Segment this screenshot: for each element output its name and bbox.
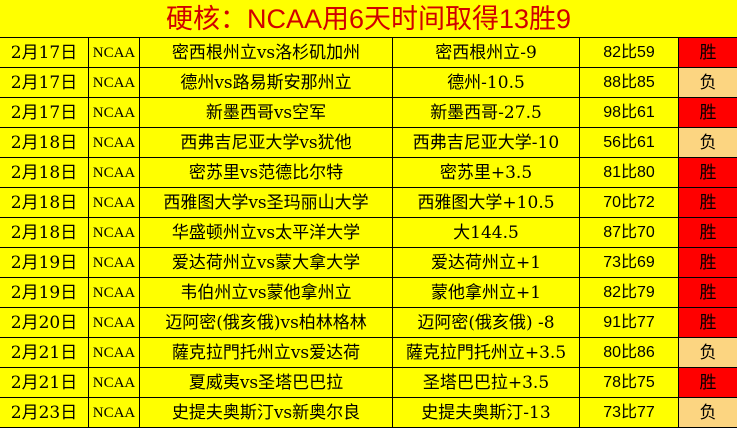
league-cell[interactable]: NCAA — [89, 308, 140, 337]
result-cell[interactable]: 胜 — [679, 218, 737, 247]
match-cell[interactable]: 爱达荷州立vs蒙大拿大学 — [140, 248, 393, 277]
score-cell[interactable]: 91比77 — [580, 308, 679, 337]
date-cell[interactable]: 2月17日 — [0, 98, 89, 127]
date-cell[interactable]: 2月17日 — [0, 38, 89, 67]
score-cell[interactable]: 82比59 — [580, 38, 679, 67]
score-cell[interactable]: 73比77 — [580, 398, 679, 427]
table-row: 2月18日 NCAA 西雅图大学vs圣玛丽山大学 西雅图大学+10.5 70比72 胜 — [0, 188, 737, 218]
league-cell[interactable]: NCAA — [89, 188, 140, 217]
league-cell[interactable]: NCAA — [89, 218, 140, 247]
result-cell[interactable]: 胜 — [679, 188, 737, 217]
table-row: 2月18日 NCAA 华盛顿州立vs太平洋大学 大144.5 87比70 胜 — [0, 218, 737, 248]
date-cell[interactable]: 2月23日 — [0, 398, 89, 427]
match-cell[interactable]: 韦伯州立vs蒙他拿州立 — [140, 278, 393, 307]
pick-cell[interactable]: 迈阿密(俄亥俄) -8 — [393, 308, 580, 337]
pick-cell[interactable]: 蒙他拿州立+1 — [393, 278, 580, 307]
table-row: 2月19日 NCAA 爱达荷州立vs蒙大拿大学 爱达荷州立+1 73比69 胜 — [0, 248, 737, 278]
result-cell[interactable]: 胜 — [679, 98, 737, 127]
table-row: 2月17日 NCAA 密西根州立vs洛杉矶加州 密西根州立-9 82比59 胜 — [0, 38, 737, 68]
pick-cell[interactable]: 爱达荷州立+1 — [393, 248, 580, 277]
date-cell[interactable]: 2月18日 — [0, 218, 89, 247]
table-row: 2月20日 NCAA 迈阿密(俄亥俄)vs柏林格林 迈阿密(俄亥俄) -8 91比77 胜 — [0, 308, 737, 338]
score-cell[interactable]: 80比86 — [580, 338, 679, 367]
results-table: 2月17日 NCAA 密西根州立vs洛杉矶加州 密西根州立-9 82比59 胜 2月17日 N… — [0, 38, 737, 428]
match-cell[interactable]: 密西根州立vs洛杉矶加州 — [140, 38, 393, 67]
match-cell[interactable]: 迈阿密(俄亥俄)vs柏林格林 — [140, 308, 393, 337]
match-cell[interactable]: 夏威夷vs圣塔巴巴拉 — [140, 368, 393, 397]
pick-cell[interactable]: 圣塔巴巴拉+3.5 — [393, 368, 580, 397]
match-cell[interactable]: 密苏里vs范德比尔特 — [140, 158, 393, 187]
pick-cell[interactable]: 薩克拉門托州立+3.5 — [393, 338, 580, 367]
result-cell[interactable]: 胜 — [679, 368, 737, 397]
table-row: 2月18日 NCAA 西弗吉尼亚大学vs犹他 西弗吉尼亚大学-10 56比61 负 — [0, 128, 737, 158]
league-cell[interactable]: NCAA — [89, 398, 140, 427]
result-cell[interactable]: 负 — [679, 68, 737, 97]
match-cell[interactable]: 西雅图大学vs圣玛丽山大学 — [140, 188, 393, 217]
pick-cell[interactable]: 大144.5 — [393, 218, 580, 247]
score-cell[interactable]: 56比61 — [580, 128, 679, 157]
sheet-title: 硬核：NCAA用6天时间取得13胜9 — [0, 0, 737, 38]
score-cell[interactable]: 82比79 — [580, 278, 679, 307]
match-cell[interactable]: 西弗吉尼亚大学vs犹他 — [140, 128, 393, 157]
date-cell[interactable]: 2月19日 — [0, 248, 89, 277]
date-cell[interactable]: 2月21日 — [0, 368, 89, 397]
date-cell[interactable]: 2月21日 — [0, 338, 89, 367]
league-cell[interactable]: NCAA — [89, 278, 140, 307]
table-row: 2月18日 NCAA 密苏里vs范德比尔特 密苏里+3.5 81比80 胜 — [0, 158, 737, 188]
pick-cell[interactable]: 西雅图大学+10.5 — [393, 188, 580, 217]
table-row: 2月23日 NCAA 史提夫奥斯汀vs新奥尔良 史提夫奥斯汀-13 73比77 负 — [0, 398, 737, 428]
pick-cell[interactable]: 密西根州立-9 — [393, 38, 580, 67]
result-cell[interactable]: 胜 — [679, 278, 737, 307]
table-row: 2月17日 NCAA 新墨西哥vs空军 新墨西哥-27.5 98比61 胜 — [0, 98, 737, 128]
score-cell[interactable]: 98比61 — [580, 98, 679, 127]
league-cell[interactable]: NCAA — [89, 68, 140, 97]
date-cell[interactable]: 2月19日 — [0, 278, 89, 307]
match-cell[interactable]: 德州vs路易斯安那州立 — [140, 68, 393, 97]
result-cell[interactable]: 负 — [679, 338, 737, 367]
table-row: 2月21日 NCAA 夏威夷vs圣塔巴巴拉 圣塔巴巴拉+3.5 78比75 胜 — [0, 368, 737, 398]
result-cell[interactable]: 胜 — [679, 248, 737, 277]
date-cell[interactable]: 2月17日 — [0, 68, 89, 97]
score-cell[interactable]: 78比75 — [580, 368, 679, 397]
pick-cell[interactable]: 密苏里+3.5 — [393, 158, 580, 187]
result-cell[interactable]: 负 — [679, 398, 737, 427]
score-cell[interactable]: 87比70 — [580, 218, 679, 247]
pick-cell[interactable]: 西弗吉尼亚大学-10 — [393, 128, 580, 157]
date-cell[interactable]: 2月18日 — [0, 128, 89, 157]
league-cell[interactable]: NCAA — [89, 338, 140, 367]
table-row: 2月19日 NCAA 韦伯州立vs蒙他拿州立 蒙他拿州立+1 82比79 胜 — [0, 278, 737, 308]
score-cell[interactable]: 70比72 — [580, 188, 679, 217]
result-cell[interactable]: 胜 — [679, 38, 737, 67]
date-cell[interactable]: 2月18日 — [0, 188, 89, 217]
result-cell[interactable]: 胜 — [679, 158, 737, 187]
pick-cell[interactable]: 德州-10.5 — [393, 68, 580, 97]
result-cell[interactable]: 负 — [679, 128, 737, 157]
league-cell[interactable]: NCAA — [89, 248, 140, 277]
match-cell[interactable]: 薩克拉門托州立vs爱达荷 — [140, 338, 393, 367]
league-cell[interactable]: NCAA — [89, 368, 140, 397]
date-cell[interactable]: 2月18日 — [0, 158, 89, 187]
score-cell[interactable]: 81比80 — [580, 158, 679, 187]
league-cell[interactable]: NCAA — [89, 158, 140, 187]
score-cell[interactable]: 88比85 — [580, 68, 679, 97]
table-row: 2月17日 NCAA 德州vs路易斯安那州立 德州-10.5 88比85 负 — [0, 68, 737, 98]
match-cell[interactable]: 华盛顿州立vs太平洋大学 — [140, 218, 393, 247]
pick-cell[interactable]: 史提夫奥斯汀-13 — [393, 398, 580, 427]
match-cell[interactable]: 史提夫奥斯汀vs新奥尔良 — [140, 398, 393, 427]
league-cell[interactable]: NCAA — [89, 98, 140, 127]
league-cell[interactable]: NCAA — [89, 38, 140, 67]
score-cell[interactable]: 73比69 — [580, 248, 679, 277]
match-cell[interactable]: 新墨西哥vs空军 — [140, 98, 393, 127]
date-cell[interactable]: 2月20日 — [0, 308, 89, 337]
table-row: 2月21日 NCAA 薩克拉門托州立vs爱达荷 薩克拉門托州立+3.5 80比86 负 — [0, 338, 737, 368]
result-cell[interactable]: 胜 — [679, 308, 737, 337]
pick-cell[interactable]: 新墨西哥-27.5 — [393, 98, 580, 127]
league-cell[interactable]: NCAA — [89, 128, 140, 157]
